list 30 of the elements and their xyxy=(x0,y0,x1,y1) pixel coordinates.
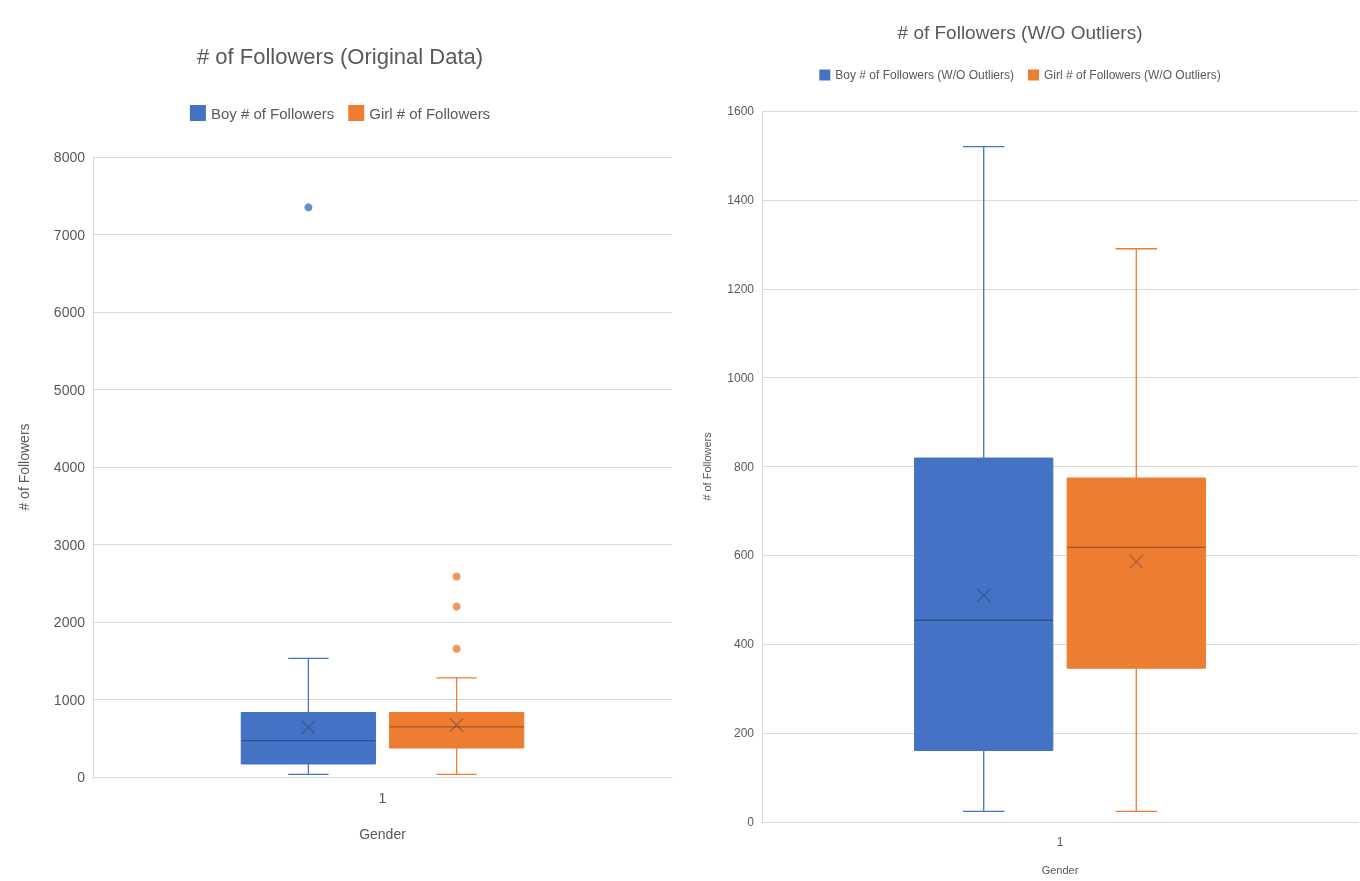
x-axis-title: Gender xyxy=(1041,863,1079,876)
legend-label: Boy # of Followers xyxy=(210,104,335,122)
x-tick-label: 1 xyxy=(378,790,387,806)
y-tick-label: 3000 xyxy=(53,536,86,553)
y-tick-label: 0 xyxy=(747,815,755,829)
y-tick-label: 2000 xyxy=(53,614,86,630)
y-tick-label: 0 xyxy=(77,769,86,785)
y-tick-label: 1000 xyxy=(53,691,86,708)
y-tick-label: 1200 xyxy=(727,281,755,296)
y-tick-label: 200 xyxy=(733,726,755,741)
legend-label: Girl # of Followers (W/O Outliers) xyxy=(1044,68,1221,82)
y-tick-label: 400 xyxy=(733,637,755,652)
x-tick-label: 1 xyxy=(1056,835,1064,849)
y-tick-label: 7000 xyxy=(53,226,86,243)
y-tick-label: 1600 xyxy=(727,104,755,118)
y-tick-label: 1000 xyxy=(727,370,755,385)
y-tick-label: 600 xyxy=(733,548,755,563)
y-axis-title: # of Followers xyxy=(16,423,32,511)
chart-title: # of Followers (W/O Outliers) xyxy=(897,22,1143,43)
y-tick-label: 8000 xyxy=(53,149,86,165)
y-tick-label: 4000 xyxy=(53,459,86,475)
y-tick-label: 1400 xyxy=(727,192,755,207)
x-axis-title: Gender xyxy=(359,826,407,842)
y-axis-title: # of Followers xyxy=(700,431,713,501)
y-tick-label: 6000 xyxy=(53,304,86,320)
y-tick-label: 5000 xyxy=(53,381,86,398)
legend-label: Girl # of Followers xyxy=(369,104,491,122)
y-tick-label: 800 xyxy=(733,459,755,474)
legend-label: Boy # of Followers (W/O Outliers) xyxy=(835,68,1015,82)
chart-title: # of Followers (Original Data) xyxy=(196,43,484,69)
